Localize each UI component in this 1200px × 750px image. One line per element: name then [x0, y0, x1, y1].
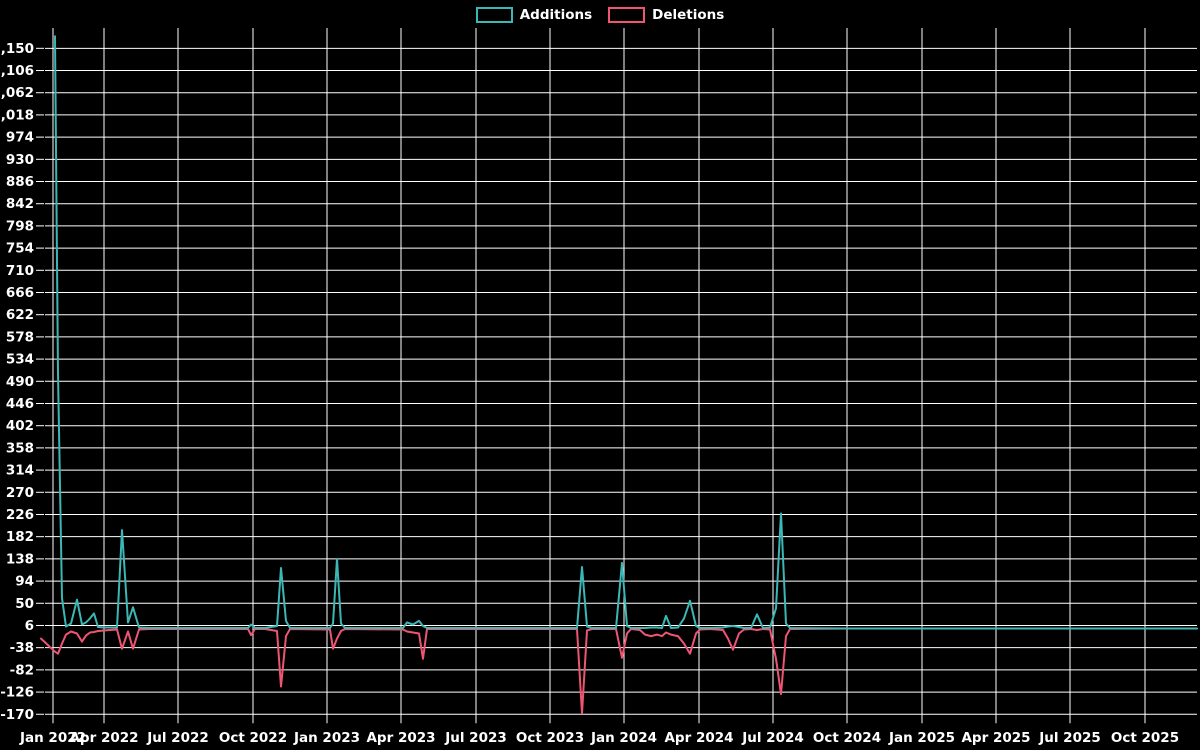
x-tick-label: Jul 2022 — [146, 730, 209, 746]
y-tick-label: 534 — [6, 352, 34, 368]
y-tick-label: 710 — [6, 263, 34, 279]
x-tick-label: Jan 2025 — [888, 730, 955, 746]
x-tick-label: Jul 2023 — [444, 730, 507, 746]
x-tick-label: Jan 2023 — [293, 730, 360, 746]
x-tick-label: Oct 2024 — [813, 730, 881, 746]
legend-label-deletions: Deletions — [652, 7, 725, 23]
y-tick-label: 622 — [6, 307, 34, 323]
y-tick-label: 1,062 — [0, 85, 34, 101]
y-tick-label: 182 — [6, 529, 34, 545]
y-tick-label: 358 — [6, 440, 34, 456]
y-tick-label: 314 — [6, 463, 34, 479]
y-tick-label: 402 — [6, 418, 34, 434]
y-tick-label: 666 — [6, 285, 34, 301]
x-tick-label: Jan 2024 — [590, 730, 657, 746]
y-tick-label: 226 — [6, 507, 34, 523]
chart-legend: Additions Deletions — [0, 7, 1200, 23]
additions-line — [54, 35, 1198, 630]
y-tick-label: 754 — [6, 241, 34, 257]
y-tick-label: 138 — [6, 551, 34, 567]
y-tick-label: 6 — [25, 618, 34, 634]
x-tick-label: Oct 2025 — [1111, 730, 1179, 746]
y-tick-label: 578 — [6, 329, 34, 345]
y-tick-label: 490 — [6, 374, 34, 390]
y-tick-label: 270 — [6, 485, 34, 501]
y-tick-label: 842 — [6, 196, 34, 212]
legend-label-additions: Additions — [519, 7, 593, 23]
additions-swatch-icon — [475, 7, 513, 23]
x-tick-label: Oct 2022 — [219, 730, 287, 746]
y-tick-label: -38 — [10, 640, 34, 656]
y-tick-label: -82 — [10, 662, 34, 678]
x-tick-label: Apr 2024 — [664, 730, 733, 746]
y-tick-label: 1,018 — [0, 107, 34, 123]
x-tick-label: Apr 2022 — [69, 730, 138, 746]
y-tick-label: 1,150 — [0, 41, 34, 57]
y-tick-label: 930 — [6, 152, 34, 168]
x-tick-label: Oct 2023 — [516, 730, 584, 746]
y-tick-label: 886 — [6, 174, 34, 190]
y-tick-label: 94 — [15, 574, 34, 590]
legend-item-additions[interactable]: Additions — [475, 7, 593, 23]
x-tick-label: Jul 2025 — [1038, 730, 1101, 746]
y-tick-label: -170 — [0, 707, 34, 723]
y-tick-label: 446 — [6, 396, 34, 412]
y-tick-label: -126 — [0, 685, 34, 701]
legend-item-deletions[interactable]: Deletions — [608, 7, 724, 23]
y-tick-label: 798 — [6, 218, 34, 234]
deletions-line — [40, 627, 1198, 715]
y-tick-label: 1,106 — [0, 63, 34, 79]
x-tick-label: Jan 2022 — [19, 730, 86, 746]
x-tick-label: Jul 2024 — [741, 730, 804, 746]
x-tick-label: Apr 2025 — [961, 730, 1030, 746]
x-tick-label: Apr 2023 — [366, 730, 435, 746]
y-tick-label: 974 — [6, 130, 34, 146]
y-tick-label: 50 — [15, 596, 34, 612]
deletions-swatch-icon — [608, 7, 646, 23]
